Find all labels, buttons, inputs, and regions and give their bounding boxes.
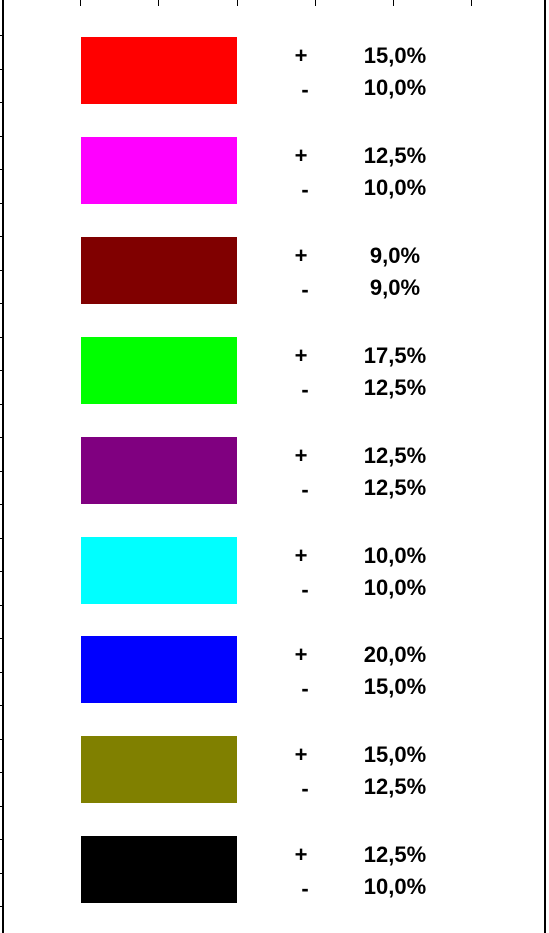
plus-sign: + — [294, 842, 308, 867]
minus-value: 10,0% — [363, 75, 427, 100]
row-tick — [0, 739, 4, 740]
minus-sign: - — [301, 377, 309, 402]
legend-row: + 12,5% - 10,0% — [0, 137, 549, 207]
row-tick — [0, 35, 4, 36]
minus-sign: - — [301, 876, 309, 901]
row-tick — [0, 136, 4, 137]
legend-row: + 10,0% - 10,0% — [0, 537, 549, 607]
row-tick — [0, 571, 4, 572]
minus-sign: - — [301, 177, 309, 202]
row-tick — [0, 806, 4, 807]
right-border — [544, 0, 546, 933]
minus-sign: - — [301, 676, 309, 701]
row-tick — [0, 370, 4, 371]
plus-sign: + — [294, 642, 308, 667]
row-tick — [0, 102, 4, 103]
column-tick — [393, 0, 394, 6]
plus-value: 12,5% — [363, 842, 427, 867]
column-tick — [158, 0, 159, 6]
plus-sign: + — [294, 43, 308, 68]
minus-sign: - — [301, 477, 309, 502]
plus-sign: + — [294, 243, 308, 268]
plus-value: 10,0% — [363, 543, 427, 568]
plus-value: 12,5% — [363, 143, 427, 168]
minus-sign: - — [301, 77, 309, 102]
row-tick — [0, 236, 4, 237]
left-border — [2, 0, 4, 933]
row-tick — [0, 705, 4, 706]
legend-row: + 15,0% - 12,5% — [0, 736, 549, 806]
plus-sign: + — [294, 543, 308, 568]
row-tick — [0, 538, 4, 539]
row-tick — [0, 437, 4, 438]
row-tick — [0, 203, 4, 204]
color-swatch — [81, 137, 237, 204]
color-swatch — [81, 736, 237, 803]
plus-value: 12,5% — [363, 443, 427, 468]
plus-value: 20,0% — [363, 642, 427, 667]
row-tick — [0, 605, 4, 606]
legend-row: + 15,0% - 10,0% — [0, 37, 549, 107]
row-tick — [0, 772, 4, 773]
row-tick — [0, 404, 4, 405]
plus-value: 15,0% — [363, 43, 427, 68]
plus-sign: + — [294, 343, 308, 368]
minus-sign: - — [301, 277, 309, 302]
plus-sign: + — [294, 443, 308, 468]
minus-value: 12,5% — [363, 774, 427, 799]
color-swatch — [81, 337, 237, 404]
legend-row: + 12,5% - 12,5% — [0, 437, 549, 507]
row-tick — [0, 504, 4, 505]
color-swatch — [81, 37, 237, 104]
plus-value: 15,0% — [363, 742, 427, 767]
minus-value: 9,0% — [369, 275, 421, 300]
row-tick — [0, 672, 4, 673]
legend-row: + 12,5% - 10,0% — [0, 836, 549, 906]
row-tick — [0, 839, 4, 840]
row-tick — [0, 873, 4, 874]
row-tick — [0, 270, 4, 271]
row-tick — [0, 69, 4, 70]
row-tick — [0, 337, 4, 338]
column-tick — [80, 0, 81, 6]
row-tick — [0, 169, 4, 170]
legend-row: + 9,0% - 9,0% — [0, 237, 549, 307]
plus-value: 9,0% — [369, 243, 421, 268]
row-tick — [0, 906, 4, 907]
minus-value: 10,0% — [363, 874, 427, 899]
column-tick — [471, 0, 472, 6]
column-tick — [315, 0, 316, 6]
row-tick — [0, 471, 4, 472]
color-swatch — [81, 237, 237, 304]
minus-sign: - — [301, 776, 309, 801]
minus-value: 15,0% — [363, 674, 427, 699]
minus-sign: - — [301, 577, 309, 602]
legend-row: + 20,0% - 15,0% — [0, 636, 549, 706]
row-tick — [0, 303, 4, 304]
color-swatch — [81, 437, 237, 504]
minus-value: 10,0% — [363, 575, 427, 600]
legend-row: + 17,5% - 12,5% — [0, 337, 549, 407]
column-tick — [237, 0, 238, 6]
color-swatch — [81, 537, 237, 604]
minus-value: 12,5% — [363, 375, 427, 400]
plus-sign: + — [294, 742, 308, 767]
color-swatch — [81, 836, 237, 903]
minus-value: 10,0% — [363, 175, 427, 200]
minus-value: 12,5% — [363, 475, 427, 500]
color-swatch — [81, 636, 237, 703]
plus-sign: + — [294, 143, 308, 168]
plus-value: 17,5% — [363, 343, 427, 368]
row-tick — [0, 638, 4, 639]
